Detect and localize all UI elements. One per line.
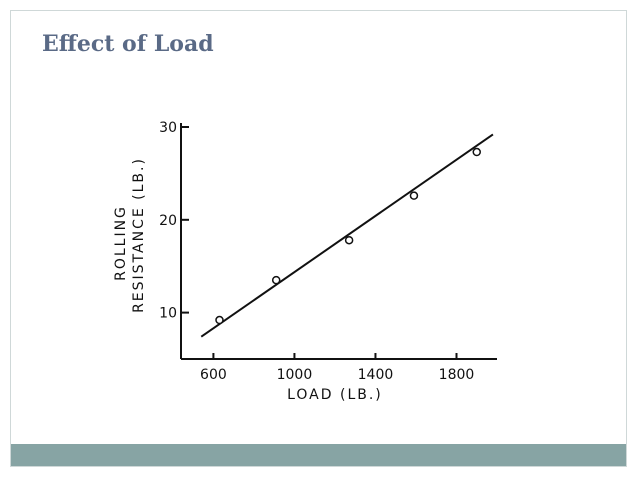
load-vs-rolling-resistance-chart: 600 1000 1400 1800 10 20 30 LOAD (LB.) ROLLING… [113,120,497,403]
axis-ticks: 600 1000 1400 1800 10 20 30 [159,120,474,383]
y-axis-label-line2: RESISTANCE (LB.) [131,157,147,313]
y-tick-label: 20 [159,213,177,229]
x-axis-label: LOAD (LB.) [287,387,383,403]
y-tick-label: 30 [159,120,177,136]
x-tick-label: 1000 [277,367,313,383]
y-axis-label-line1: ROLLING [113,205,129,281]
y-tick-label: 10 [159,306,177,322]
data-point [409,191,419,200]
data-point [215,315,224,325]
x-tick-label: 1400 [358,367,394,383]
slide-title: Effect of Load [42,31,214,57]
data-point [271,275,281,285]
fit-line [200,133,494,338]
data-points [215,147,481,325]
x-tick-label: 600 [200,367,227,383]
x-tick-label: 1800 [439,367,475,383]
data-point [472,147,481,157]
footer-bar [11,444,626,466]
data-point [344,235,354,245]
slide: Effect of Load [10,10,627,467]
